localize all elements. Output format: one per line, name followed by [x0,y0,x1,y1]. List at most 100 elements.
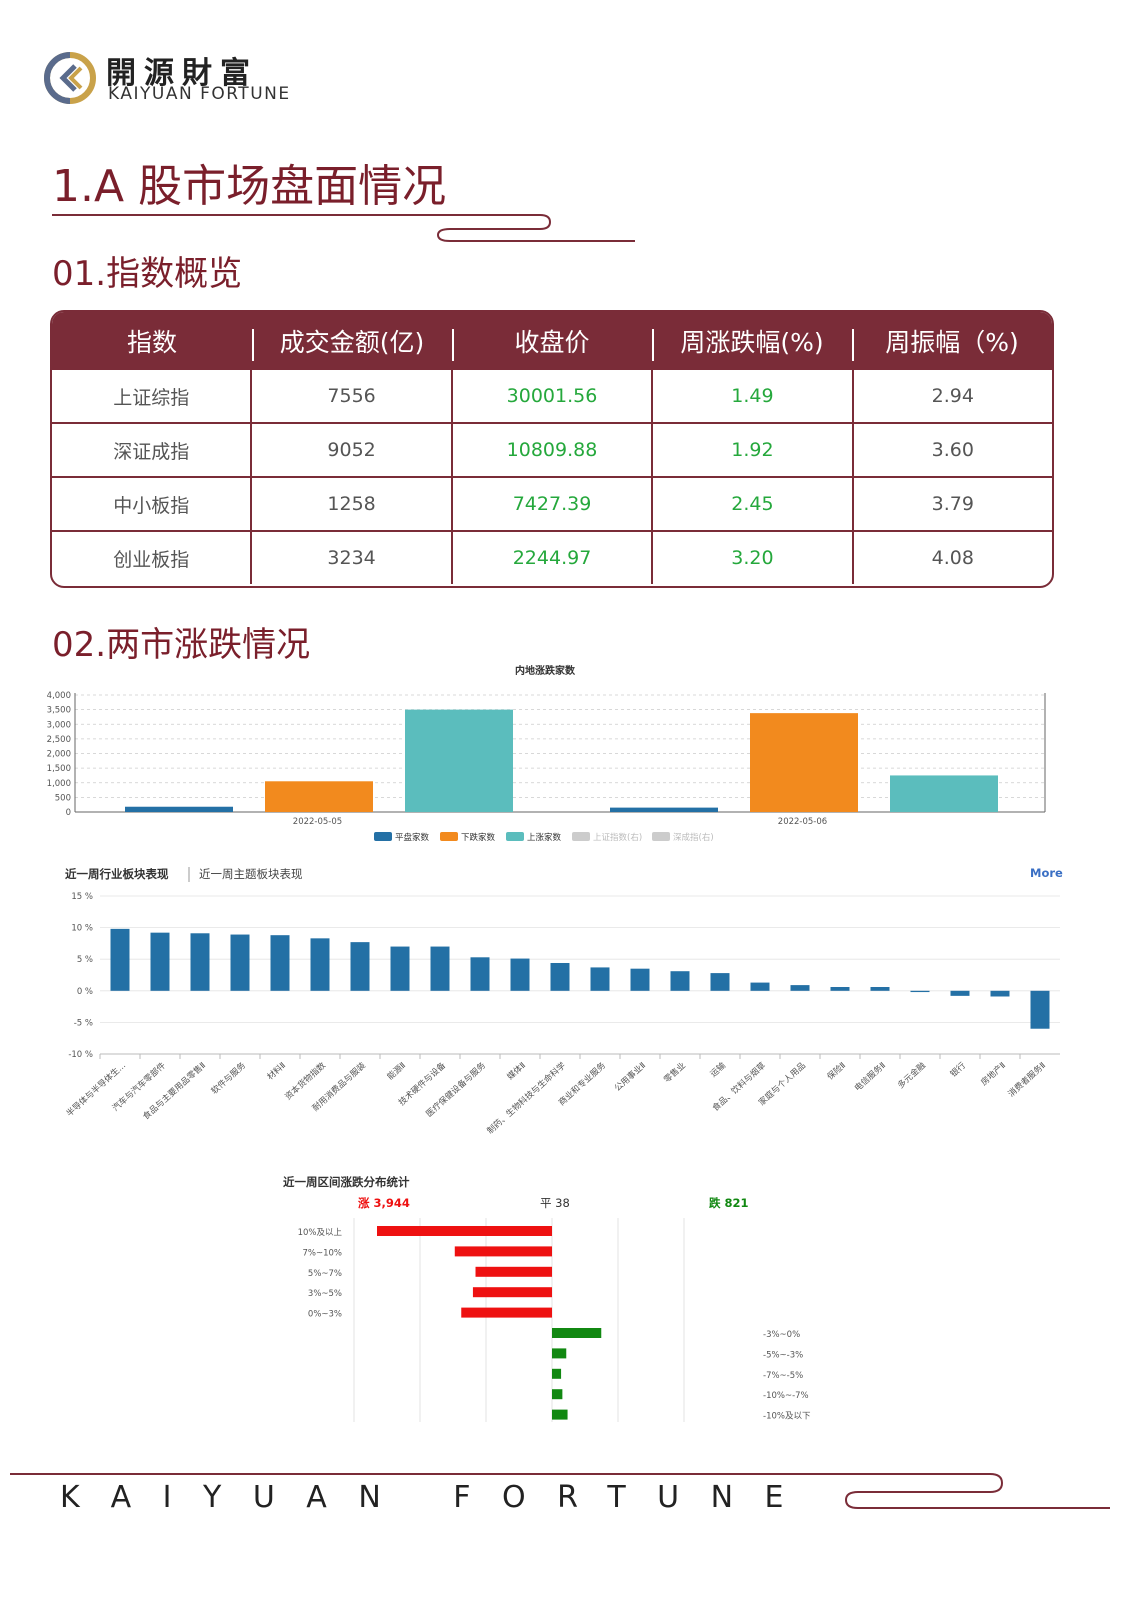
category-label: -7%~-5% [763,1371,803,1381]
legend-swatch [572,832,590,841]
category-label: -10%及以下 [763,1412,811,1422]
sector-bar [750,982,770,991]
x-tick-label: 消费者服务Ⅱ [1006,1060,1048,1099]
sector-bar [670,971,690,991]
weekly-amplitude: 4.08 [851,532,1052,584]
y-tick-label: 4,000 [47,691,71,701]
index-name: 创业板指 [113,548,190,571]
sector-weekly-performance-chart: 近一周行业板块表现 近一周主题板块表现 More 15 % 10 % 5 % 0 % -5 %… [40,860,1070,1160]
column-header: 成交金额(亿) [252,312,452,370]
x-tick-label: 能源Ⅱ [385,1060,408,1082]
legend-label: 下跌家数 [461,832,496,843]
sector-bar [310,938,330,991]
sector-bar [870,987,890,991]
x-tick-label: 电信服务Ⅱ [852,1060,888,1094]
bar-flat [610,807,718,812]
x-tick-label: 银行 [948,1060,968,1080]
footer-brand-text: KAIYUAN FORTUNE [60,1480,816,1515]
category-label: -10%~-7% [763,1391,809,1401]
sector-bar [1030,990,1050,1029]
summary-flat: 平 38 [540,1196,570,1210]
y-tick-label: -10 % [68,1050,93,1060]
sector-bar [830,987,850,991]
x-tick-label: 零售业 [662,1060,688,1085]
column-header: 指数 [126,328,177,357]
category-label: -5%~-3% [763,1350,803,1360]
logo-english-name: KAIYUAN FORTUNE [108,84,291,104]
chart-title: 内地涨跌家数 [515,664,576,677]
logo-icon [44,52,96,104]
weekly-amplitude: 3.79 [851,478,1052,530]
title-underline-decoration [52,214,635,242]
tab-theme-sectors: 近一周主题板块表现 [199,867,303,881]
advance-decline-count-chart: 内地涨跌家数 0 500 1,000 1,500 2,000 2,500 3,000 3,500… [40,660,1070,850]
table-row: 深证成指 9052 10809.88 1.92 3.60 [52,422,1052,476]
bar-down [552,1328,602,1338]
x-tick-label: 软件与服务 [209,1060,248,1097]
category-label: 5%~7% [308,1269,342,1279]
close-price: 30001.56 [450,370,651,422]
close-price: 7427.39 [450,478,651,530]
sector-bar [630,968,650,991]
index-name: 中小板指 [113,494,190,517]
table-row: 中小板指 1258 7427.39 2.45 3.79 [52,476,1052,530]
sector-bar [350,942,370,991]
sector-bar [190,933,210,991]
sector-bar [110,928,130,991]
legend-swatch [506,832,524,841]
x-tick-label: 公用事业Ⅱ [612,1060,648,1094]
x-tick-label: 材料Ⅱ [265,1060,288,1082]
category-label: 0%~3% [308,1310,342,1320]
sector-bar [910,990,930,993]
y-tick-label: 5 % [77,955,93,965]
column-header: 收盘价 [452,312,652,370]
x-tick-label: 多元金融 [895,1060,928,1091]
footer-line-decoration [10,1473,1110,1509]
bar-up [454,1246,552,1257]
summary-down: 跌 821 [709,1196,749,1210]
bar-up [890,775,998,812]
y-tick-label: 15 % [71,892,93,902]
bar-down [552,1348,567,1359]
chart-title: 近一周区间涨跌分布统计 [283,1175,410,1189]
sector-bar [270,935,290,991]
sector-bar [150,932,170,991]
y-tick-label: 0 [66,808,71,818]
bar-down [552,1409,568,1420]
bar-down [552,1389,563,1400]
more-link[interactable]: More [1030,866,1063,880]
column-header: 周振幅（%) [852,312,1052,370]
x-tick-label: 媒体Ⅱ [505,1060,528,1082]
sector-bar [230,934,250,991]
close-price: 2244.97 [450,532,651,584]
logo-chinese-name: 開源財富 [106,56,258,91]
weekly-change: 1.92 [651,424,851,476]
y-tick-label: 1,500 [47,764,71,774]
x-tick-label: 制药、生物科技与生命科学 [485,1060,569,1137]
sector-bar [590,967,610,991]
turnover: 1258 [250,478,450,530]
bar-down [750,713,858,812]
bar-flat [125,806,233,812]
y-tick-label: 3,500 [47,706,71,716]
y-tick-label: 0 % [77,987,93,997]
index-name: 上证综指 [113,386,190,409]
sector-bar [710,973,730,991]
turnover: 3234 [250,532,450,584]
y-tick-label: -5 % [74,1018,93,1028]
y-tick-label: 500 [55,793,71,803]
category-label: -3%~0% [763,1330,800,1340]
legend-swatch [652,832,670,841]
turnover: 7556 [250,370,450,422]
column-header: 周涨跌幅(%) [652,312,852,370]
category-label: 3%~5% [308,1289,342,1299]
section-title-market-breadth: 02.两市涨跌情况 [52,625,311,665]
summary-up: 涨 3,944 [358,1196,410,1210]
table-body: 上证综指 7556 30001.56 1.49 2.94 深证成指 9052 1… [52,370,1052,584]
table-header: 指数 成交金额(亿) 收盘价 周涨跌幅(%) 周振幅（%) [52,312,1052,370]
y-tick-label: 2,000 [47,750,71,760]
y-tick-label: 1,000 [47,779,71,789]
index-overview-table: 指数 成交金额(亿) 收盘价 周涨跌幅(%) 周振幅（%) 上证综指 7556 … [50,310,1054,588]
category-label: 7%~10% [303,1248,343,1258]
category-label: 10%及以上 [298,1228,343,1238]
